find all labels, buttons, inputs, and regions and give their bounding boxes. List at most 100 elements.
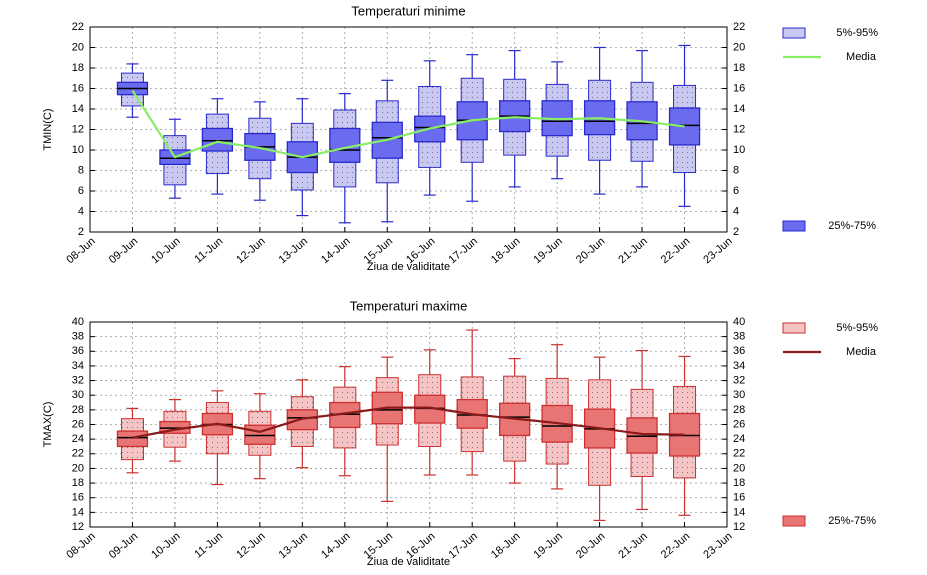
mean-line bbox=[132, 406, 685, 439]
box-group bbox=[244, 393, 276, 480]
x-tick-label: 11-Jun bbox=[192, 530, 225, 560]
y-tick-label: 22 bbox=[72, 21, 84, 33]
y-tick-label: 22 bbox=[72, 448, 84, 460]
x-tick-label: 17-Jun bbox=[447, 235, 480, 266]
legend-label: 5%-95% bbox=[836, 322, 878, 334]
y-tick-label: 26 bbox=[72, 418, 84, 430]
box-group bbox=[626, 49, 658, 188]
legend-label: 5%-95% bbox=[836, 27, 878, 39]
y-tick-label: 2 bbox=[78, 226, 84, 238]
y-tick-label: 20 bbox=[72, 462, 84, 474]
plot-frame bbox=[89, 321, 728, 528]
x-tick-label: 18-Jun bbox=[489, 530, 522, 561]
y-tick-label: 2 bbox=[733, 226, 739, 238]
inner-box bbox=[668, 107, 701, 146]
y-tick-label: 22 bbox=[733, 448, 745, 460]
y-axis-label: TMIN(C) bbox=[42, 108, 54, 150]
y-tick-label: 28 bbox=[72, 404, 84, 416]
y-tick-label: 20 bbox=[733, 462, 745, 474]
x-tick-label: 09-Jun bbox=[107, 530, 140, 561]
legend-label: Media bbox=[846, 51, 877, 63]
box-group bbox=[668, 44, 701, 207]
y-tick-label: 22 bbox=[733, 21, 745, 33]
y-tick-label: 4 bbox=[733, 205, 739, 217]
y-tick-label: 38 bbox=[72, 331, 84, 343]
legend-label: 25%-75% bbox=[828, 515, 876, 527]
x-tick-label: 22-Jun bbox=[659, 530, 692, 561]
x-tick-label: 21-Jun bbox=[616, 235, 649, 266]
legend-label: 25%-75% bbox=[828, 220, 876, 232]
x-tick-label: 23-Jun bbox=[701, 235, 734, 266]
y-tick-label: 18 bbox=[72, 477, 84, 489]
x-tick-label: 14-Jun bbox=[319, 235, 352, 266]
y-tick-label: 32 bbox=[733, 374, 745, 386]
y-tick-label: 14 bbox=[72, 103, 84, 115]
y-tick-label: 16 bbox=[733, 82, 745, 94]
chart-title: Temperaturi minime bbox=[351, 3, 465, 18]
x-tick-label: 09-Jun bbox=[107, 235, 140, 266]
x-tick-label: 12-Jun bbox=[234, 235, 267, 266]
y-tick-label: 12 bbox=[72, 123, 84, 135]
y-tick-label: 10 bbox=[72, 144, 84, 156]
box-group bbox=[329, 366, 361, 477]
y-tick-label: 24 bbox=[733, 433, 745, 445]
box-group bbox=[414, 349, 446, 476]
box-group bbox=[159, 118, 191, 199]
chart-title: Temperaturi maxime bbox=[350, 298, 468, 313]
y-tick-label: 14 bbox=[733, 506, 745, 518]
y-tick-label: 8 bbox=[78, 164, 84, 176]
x-tick-label: 08-Jun bbox=[64, 530, 97, 561]
y-tick-label: 30 bbox=[72, 389, 84, 401]
x-tick-label: 21-Jun bbox=[616, 530, 649, 561]
y-tick-label: 12 bbox=[733, 521, 745, 533]
x-tick-label: 13-Jun bbox=[277, 235, 310, 266]
box-group bbox=[499, 358, 531, 484]
y-tick-label: 38 bbox=[733, 331, 745, 343]
y-tick-label: 28 bbox=[733, 404, 745, 416]
box-group bbox=[371, 356, 403, 502]
y-tick-label: 14 bbox=[72, 506, 84, 518]
y-tick-label: 14 bbox=[733, 103, 745, 115]
x-tick-label: 08-Jun bbox=[64, 235, 97, 266]
box-group bbox=[456, 54, 488, 202]
x-tick-label: 11-Jun bbox=[192, 235, 225, 265]
y-tick-label: 32 bbox=[72, 374, 84, 386]
box-group bbox=[116, 407, 149, 474]
x-tick-label: 22-Jun bbox=[659, 235, 692, 266]
mean-line bbox=[131, 89, 685, 159]
legend-swatch bbox=[782, 27, 806, 39]
box-group bbox=[371, 79, 403, 223]
y-tick-label: 16 bbox=[733, 492, 745, 504]
inner-box bbox=[201, 127, 234, 152]
x-tick-label: 18-Jun bbox=[489, 235, 522, 266]
x-tick-label: 20-Jun bbox=[574, 235, 607, 266]
x-tick-label: 12-Jun bbox=[234, 530, 267, 561]
box-group bbox=[329, 93, 361, 224]
y-tick-label: 18 bbox=[72, 62, 84, 74]
box-group bbox=[583, 46, 616, 195]
y-tick-label: 6 bbox=[78, 185, 84, 197]
y-tick-label: 10 bbox=[733, 144, 745, 156]
box-group bbox=[286, 379, 318, 469]
y-tick-label: 30 bbox=[733, 389, 745, 401]
y-tick-label: 24 bbox=[72, 433, 84, 445]
x-tick-label: 23-Jun bbox=[701, 530, 734, 561]
y-tick-label: 16 bbox=[72, 82, 84, 94]
x-tick-label: 13-Jun bbox=[277, 530, 310, 561]
box-group bbox=[201, 390, 234, 486]
x-tick-label: 10-Jun bbox=[149, 530, 182, 561]
y-tick-label: 36 bbox=[72, 345, 84, 357]
y-tick-label: 40 bbox=[72, 316, 84, 328]
x-axis-label: Ziua de validitate bbox=[367, 261, 450, 273]
y-tick-label: 26 bbox=[733, 418, 745, 430]
y-tick-label: 40 bbox=[733, 316, 745, 328]
x-tick-label: 19-Jun bbox=[531, 530, 564, 561]
y-tick-label: 34 bbox=[72, 360, 84, 372]
y-tick-label: 34 bbox=[733, 360, 745, 372]
x-tick-label: 10-Jun bbox=[149, 235, 182, 266]
x-tick-label: 14-Jun bbox=[319, 530, 352, 561]
plot-frame bbox=[89, 26, 728, 233]
x-tick-label: 17-Jun bbox=[447, 530, 480, 561]
y-tick-label: 6 bbox=[733, 185, 739, 197]
